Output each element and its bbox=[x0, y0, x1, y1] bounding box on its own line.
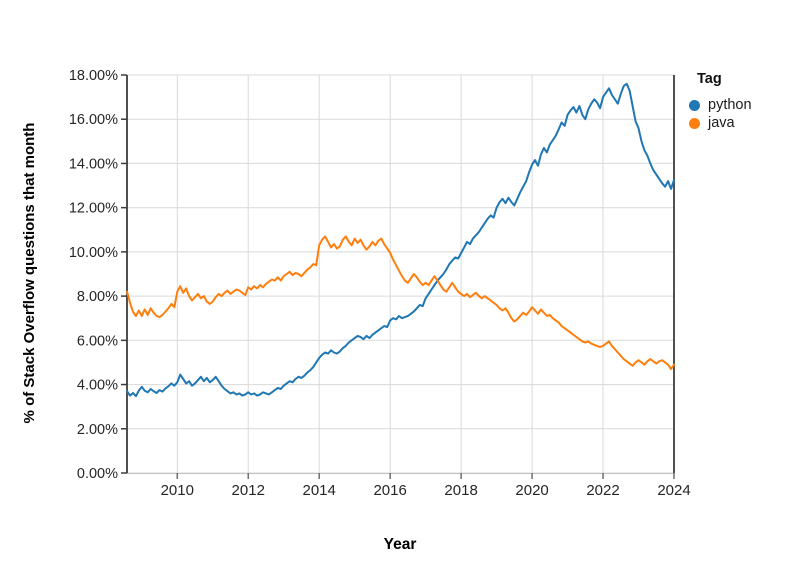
y-tick-label: 10.00% bbox=[69, 245, 118, 261]
x-tick-label: 2020 bbox=[515, 482, 548, 499]
python-line bbox=[126, 82, 675, 398]
y-axis-title: % of Stack Overflow questions that month bbox=[21, 122, 38, 424]
x-tick-label: 2016 bbox=[373, 482, 406, 499]
y-tick-label: 18.00% bbox=[69, 68, 118, 84]
x-axis-title: Year bbox=[383, 536, 417, 553]
y-tick-label: 8.00% bbox=[77, 289, 118, 305]
x-tick-label: 2022 bbox=[586, 482, 619, 499]
y-tick-label: 4.00% bbox=[77, 378, 118, 394]
y-tick-label: 0.00% bbox=[77, 466, 118, 482]
legend-item-python[interactable]: python bbox=[686, 96, 792, 114]
y-tick-label: 2.00% bbox=[77, 422, 118, 438]
legend-label-python: python bbox=[708, 97, 752, 113]
x-tick-label: 2012 bbox=[232, 482, 265, 499]
legend: Tag python java bbox=[686, 71, 792, 132]
legend-title: Tag bbox=[697, 71, 722, 87]
y-tick-label: 16.00% bbox=[69, 112, 118, 128]
y-tick-label: 12.00% bbox=[69, 201, 118, 217]
x-tick-label: 2010 bbox=[161, 482, 194, 499]
python-series-swatch bbox=[689, 99, 700, 111]
x-tick-label: 2014 bbox=[303, 482, 336, 499]
java-series-swatch bbox=[689, 117, 700, 129]
legend-label-java: java bbox=[708, 115, 735, 131]
y-tick-label: 6.00% bbox=[77, 333, 118, 349]
java-line bbox=[126, 235, 675, 371]
legend-item-java[interactable]: java bbox=[686, 114, 792, 132]
x-tick-label: 2018 bbox=[444, 482, 477, 499]
y-tick-label: 14.00% bbox=[69, 156, 118, 172]
x-tick-label: 2024 bbox=[657, 482, 690, 499]
